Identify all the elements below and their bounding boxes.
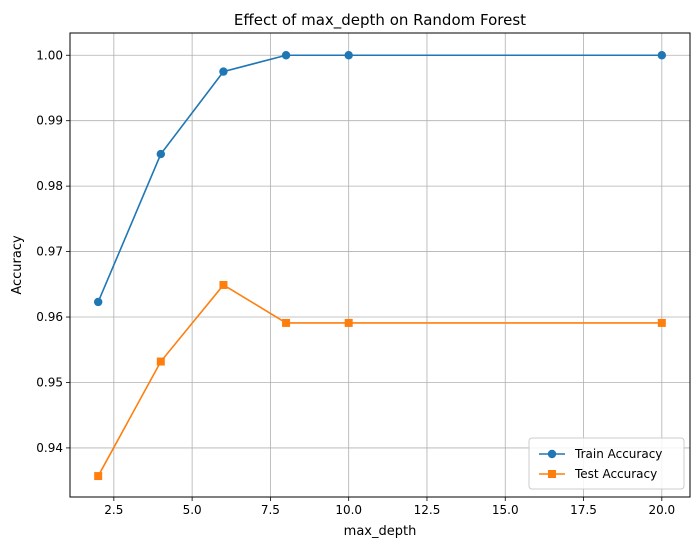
- plot-area-frame: [69, 32, 691, 498]
- legend-label-test: Test Accuracy: [574, 467, 657, 481]
- data-point-test: [657, 318, 666, 327]
- data-point-train: [219, 67, 228, 76]
- y-tick-label: 0.98: [36, 179, 63, 193]
- legend-label-train: Train Accuracy: [574, 447, 662, 461]
- x-tick-label: 7.5: [261, 503, 280, 517]
- x-tick-label: 20.0: [648, 503, 675, 517]
- x-tick-label: 5.0: [183, 503, 202, 517]
- legend-box: [528, 437, 685, 490]
- x-tick-label: 10.0: [335, 503, 362, 517]
- legend-marker-train: [547, 449, 557, 459]
- data-point-test: [94, 472, 103, 481]
- data-point-train: [281, 51, 291, 60]
- data-point-test: [282, 318, 291, 327]
- series-line-test: [97, 283, 662, 477]
- x-axis-label: max_depth: [344, 524, 417, 539]
- data-point-train: [344, 51, 353, 60]
- y-tick-label: 0.97: [36, 245, 63, 259]
- x-tick-label: 15.0: [492, 503, 519, 517]
- y-tick-label: 0.99: [36, 114, 63, 128]
- y-axis-label: Accuracy: [10, 235, 25, 295]
- y-tick-label: 0.95: [36, 375, 63, 389]
- x-axis-ticks: 2.5 5.0 7.5 10.0 12.5 15.0 17.5 20.0: [104, 497, 675, 517]
- x-tick-label: 2.5: [104, 503, 123, 517]
- y-tick-label: 0.94: [36, 441, 63, 455]
- x-tick-label: 17.5: [570, 503, 597, 517]
- data-point-train: [156, 149, 166, 159]
- chart-title: Effect of max_depth on Random Forest: [234, 11, 526, 30]
- series-layer: [93, 51, 667, 481]
- data-point-test: [156, 357, 165, 366]
- data-point-train: [93, 297, 103, 307]
- legend-marker-test: [548, 470, 556, 478]
- y-tick-label: 1.00: [36, 48, 63, 62]
- data-point-test: [344, 318, 353, 327]
- y-tick-label: 0.96: [36, 310, 63, 324]
- series-line-train: [97, 54, 662, 303]
- data-point-train: [657, 51, 667, 60]
- x-tick-label: 12.5: [414, 503, 441, 517]
- data-point-test: [219, 280, 228, 289]
- y-axis-ticks: 0.94 0.95 0.96 0.97 0.98 0.99 1.00: [36, 48, 70, 455]
- legend: Train Accuracy Test Accuracy: [528, 437, 685, 490]
